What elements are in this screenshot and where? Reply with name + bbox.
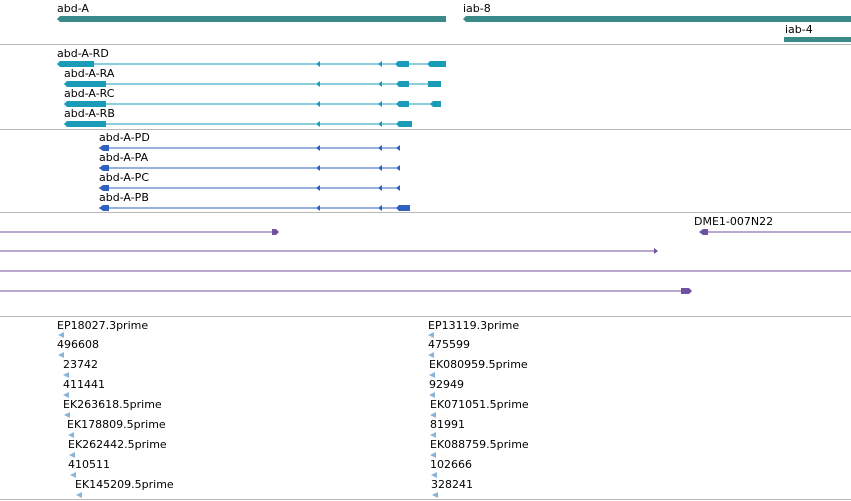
est-marker[interactable] [69,452,75,458]
est-label[interactable]: 411441 [63,378,105,391]
est-marker[interactable] [429,372,435,378]
track-separator [0,129,851,130]
est-label[interactable]: EK145209.5prime [75,478,174,491]
transcript-abd-a-rc[interactable] [64,101,441,107]
rna-label[interactable]: abd-A-RC [64,87,115,100]
protein-abd-a-pc[interactable] [99,185,400,191]
est-label[interactable]: EP13119.3prime [428,319,520,332]
protein-label[interactable]: abd-A-PD [99,131,150,144]
est-marker[interactable] [63,392,69,398]
est-label[interactable]: 475599 [428,338,470,351]
protein-abd-a-pa[interactable] [99,165,400,171]
gene-bar-iab-4[interactable] [784,37,851,42]
transcript-abd-a-rb[interactable] [64,121,412,127]
protein-abd-a-pd[interactable] [99,145,400,151]
clone-track: DME1-007N22 [0,213,851,316]
est-marker[interactable] [430,452,436,458]
clone-line-4[interactable] [0,288,692,294]
clone-line-1[interactable] [0,229,279,235]
est-label[interactable]: EK263618.5prime [63,398,162,411]
protein-track: abd-A-PD abd-A-PA abd-A-PC abd-A-PB [0,130,851,212]
est-marker[interactable] [76,492,82,498]
est-label[interactable]: 328241 [431,478,473,491]
gene-label-abd-a[interactable]: abd-A [57,2,89,15]
est-label[interactable]: 23742 [63,358,98,371]
est-label[interactable]: EK262442.5prime [68,438,167,451]
est-marker[interactable] [58,352,64,358]
gene-bar-iab-8[interactable] [463,16,851,22]
rna-label[interactable]: abd-A-RA [64,67,115,80]
gene-label-iab-4[interactable]: iab-4 [785,23,813,36]
est-label[interactable]: 410511 [68,458,110,471]
est-marker[interactable] [430,432,436,438]
gene-bar-abd-a[interactable] [57,16,446,22]
est-marker[interactable] [64,412,70,418]
transcript-abd-a-ra[interactable] [64,81,441,87]
protein-abd-a-pb[interactable] [99,205,410,211]
est-label[interactable]: EK080959.5prime [429,358,528,371]
rna-transcript-track: abd-A-RD abd-A-RA abd-A-RC abd-A-RB [0,45,851,129]
est-label[interactable]: EK071051.5prime [430,398,529,411]
clone-glyphs [0,229,851,294]
est-marker[interactable] [68,432,74,438]
est-marker[interactable] [431,472,437,478]
est-marker[interactable] [429,392,435,398]
est-track: EP18027.3prime 496608 23742 411441 EK263… [0,317,851,501]
est-label[interactable]: 102666 [430,458,472,471]
est-glyphs [58,332,438,498]
rna-glyphs [57,61,446,127]
est-marker[interactable] [58,332,64,338]
rna-label[interactable]: abd-A-RD [57,47,109,60]
est-label[interactable]: EK088759.5prime [430,438,529,451]
track-separator [0,316,851,317]
gene-label-iab-8[interactable]: iab-8 [463,2,491,15]
est-marker[interactable] [432,492,438,498]
clone-dme1-007n22[interactable] [699,229,851,235]
est-marker[interactable] [428,332,434,338]
gene-glyphs [57,16,851,42]
est-marker[interactable] [428,352,434,358]
track-separator [0,44,851,45]
est-label[interactable]: 496608 [57,338,99,351]
track-separator [0,212,851,213]
est-label[interactable]: EK178809.5prime [67,418,166,431]
est-label[interactable]: 92949 [429,378,464,391]
protein-label[interactable]: abd-A-PB [99,191,149,204]
track-separator [0,499,851,500]
protein-label[interactable]: abd-A-PA [99,151,149,164]
est-marker[interactable] [430,412,436,418]
est-label[interactable]: 81991 [430,418,465,431]
clone-label[interactable]: DME1-007N22 [694,215,774,228]
transcript-abd-a-rd[interactable] [57,61,446,67]
est-marker[interactable] [70,472,76,478]
protein-label[interactable]: abd-A-PC [99,171,149,184]
rna-label[interactable]: abd-A-RB [64,107,115,120]
protein-glyphs [99,145,410,211]
clone-line-2[interactable] [0,248,658,254]
gene-track: abd-A iab-8 iab-4 [0,0,851,44]
est-marker[interactable] [63,372,69,378]
est-label[interactable]: EP18027.3prime [57,319,149,332]
